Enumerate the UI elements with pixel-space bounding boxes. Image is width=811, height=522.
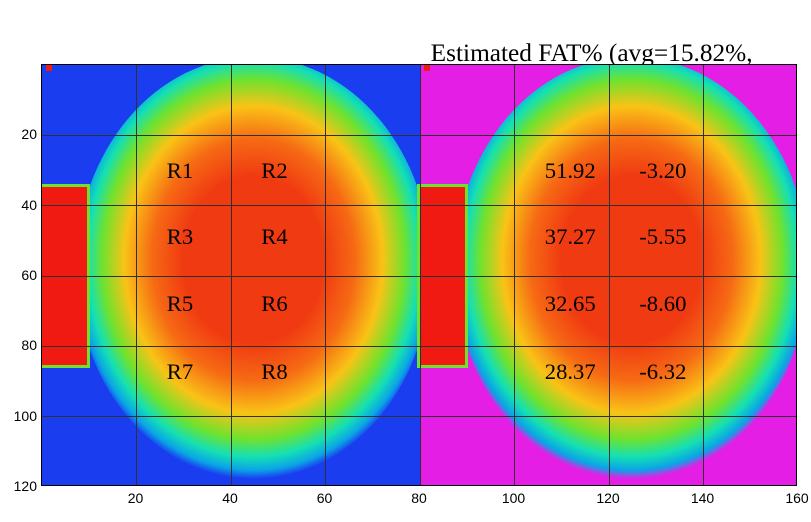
heatmap-plot: R1 R2 R3 R4 R5 R6 R7 R8 51.92 -3.20 37.27 -5.55 32.… — [41, 64, 797, 486]
x-tick-label: 60 — [317, 490, 333, 506]
region-value: -8.60 — [639, 291, 686, 317]
x-tick-label: 120 — [596, 490, 619, 506]
region-value: -3.20 — [639, 158, 686, 184]
region-label: R1 — [167, 158, 193, 184]
gridline-y — [42, 276, 796, 277]
y-tick-label: 60 — [11, 267, 37, 283]
region-label: R8 — [261, 359, 287, 385]
region-label: R4 — [261, 224, 287, 250]
corner-pixel-left — [46, 65, 52, 71]
y-tick-label: 100 — [11, 408, 37, 424]
x-tick-label: 20 — [128, 490, 144, 506]
region-label: R7 — [167, 359, 193, 385]
gridline-y — [42, 346, 796, 347]
y-tick-label: 20 — [11, 126, 37, 142]
x-tick-label: 160 — [785, 490, 808, 506]
region-value: -6.32 — [639, 359, 686, 385]
x-tick-label: 100 — [502, 490, 525, 506]
y-tick-label: 80 — [11, 337, 37, 353]
y-tick-label: 40 — [11, 197, 37, 213]
region-value: 51.92 — [545, 158, 596, 184]
gridline-y — [42, 205, 796, 206]
x-tick-label: 80 — [411, 490, 427, 506]
corner-pixel-right — [424, 65, 430, 71]
region-label: R3 — [167, 224, 193, 250]
region-value: 32.65 — [545, 291, 596, 317]
gridline-y — [42, 416, 796, 417]
region-label: R5 — [167, 291, 193, 317]
y-tick-label: 120 — [11, 478, 37, 494]
region-label: R6 — [261, 291, 287, 317]
gridline-y — [42, 135, 796, 136]
region-value: 28.37 — [545, 359, 596, 385]
x-tick-label: 40 — [222, 490, 238, 506]
region-value: 37.27 — [545, 224, 596, 250]
region-label: R2 — [261, 158, 287, 184]
region-value: -5.55 — [639, 224, 686, 250]
x-tick-label: 140 — [691, 490, 714, 506]
